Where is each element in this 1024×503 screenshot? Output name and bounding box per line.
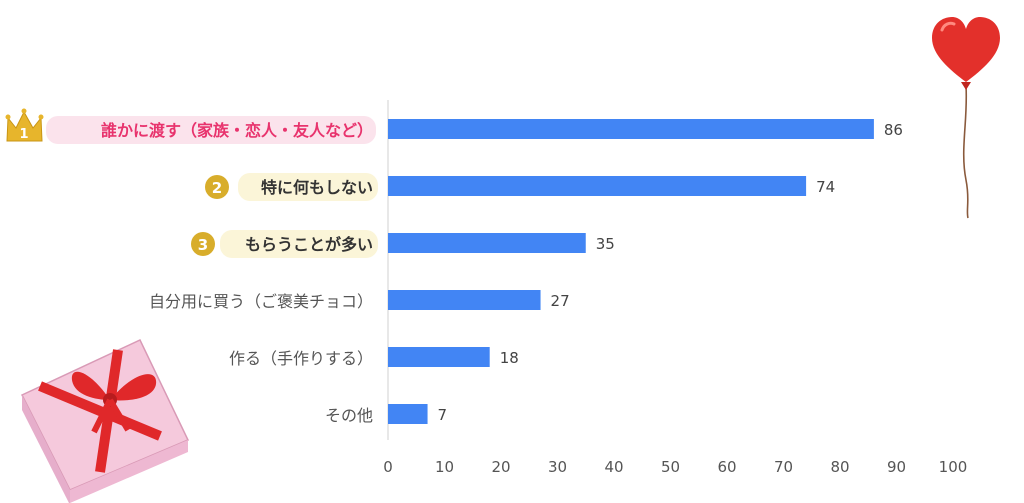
heart-balloon-illustration	[932, 17, 1000, 219]
value-label-6: 7	[438, 406, 448, 424]
category-label-6: その他	[325, 406, 373, 425]
value-label-3: 35	[596, 235, 615, 253]
x-tick-70: 70	[774, 458, 793, 476]
category-label-2: 特に何もしない	[261, 178, 373, 197]
x-tick-80: 80	[830, 458, 849, 476]
first-label-highlight	[46, 116, 376, 144]
rank-badge-3-icon: 3	[191, 232, 215, 256]
x-tick-0: 0	[383, 458, 393, 476]
x-tick-20: 20	[491, 458, 510, 476]
rank-badge-1: 1	[19, 127, 28, 142]
value-label-2: 74	[816, 178, 835, 196]
bar-3	[388, 233, 586, 253]
category-label-5: 作る（手作りする）	[229, 349, 373, 368]
bar-2	[388, 176, 807, 196]
x-tick-60: 60	[717, 458, 736, 476]
bar-1	[388, 119, 874, 139]
x-tick-100: 100	[939, 458, 968, 476]
x-tick-40: 40	[604, 458, 623, 476]
category-label-3: もらうことが多い	[245, 235, 373, 254]
value-label-1: 86	[884, 121, 903, 139]
bar-6	[388, 404, 428, 424]
x-tick-30: 30	[548, 458, 567, 476]
x-tick-10: 10	[435, 458, 454, 476]
gift-box-illustration	[20, 339, 190, 503]
bar-4	[388, 290, 541, 310]
bar-5	[388, 347, 490, 367]
third-label-highlight	[220, 230, 378, 258]
x-tick-90: 90	[887, 458, 906, 476]
rank-badge-2: 2	[212, 179, 222, 197]
second-label-highlight	[238, 173, 378, 201]
rank-badge-2-icon: 2	[205, 175, 229, 199]
category-label-1: 誰かに渡す（家族・恋人・友人など）	[101, 121, 373, 140]
x-tick-50: 50	[661, 458, 680, 476]
crown-icon: 1	[5, 108, 44, 142]
rank-badge-3: 3	[198, 236, 208, 254]
value-label-5: 18	[500, 349, 519, 367]
category-label-4: 自分用に買う（ご褒美チョコ）	[149, 292, 373, 311]
value-label-4: 27	[551, 292, 570, 310]
